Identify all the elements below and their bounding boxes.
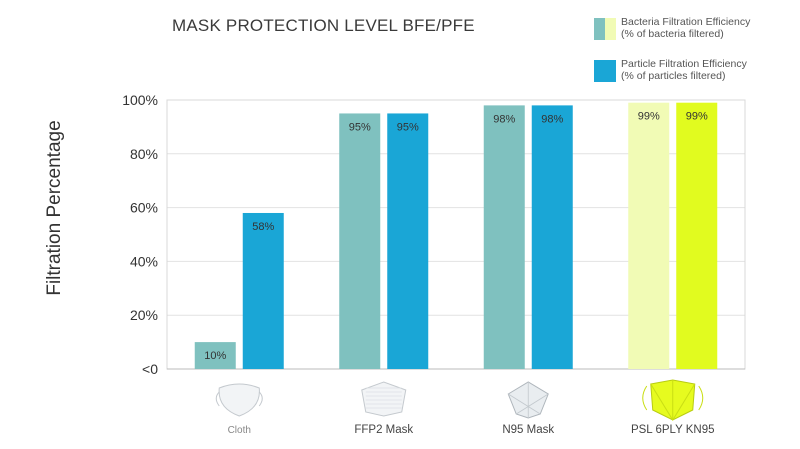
y-tick-label: 100% xyxy=(122,92,158,108)
y-tick-label: 40% xyxy=(130,253,158,269)
data-label: 95% xyxy=(349,121,371,133)
y-tick-label: 80% xyxy=(130,146,158,162)
bar-pfe xyxy=(676,102,718,369)
y-tick-label: 20% xyxy=(130,307,158,323)
data-label: 95% xyxy=(397,121,419,133)
x-tick-label: Cloth xyxy=(228,425,251,436)
x-tick-label: N95 Mask xyxy=(502,424,554,436)
y-tick-label: 60% xyxy=(130,200,158,216)
x-tick-label: PSL 6PLY KN95 xyxy=(631,424,715,436)
legend-sublabel-bfe: (% of bacteria filtered) xyxy=(621,28,724,40)
kn95-mask-icon xyxy=(642,379,704,421)
bar-pfe xyxy=(531,105,573,369)
ffp2-mask-icon xyxy=(361,381,407,417)
legend-label-pfe: Particle Filtration Efficiency xyxy=(621,58,747,70)
bar-pfe xyxy=(242,212,284,369)
data-label: 99% xyxy=(638,111,660,123)
data-label: 58% xyxy=(252,221,274,233)
legend-swatch-bfe xyxy=(594,18,616,40)
bar-pfe xyxy=(387,113,429,369)
data-label: 10% xyxy=(204,350,226,362)
y-tick-label: <0 xyxy=(142,361,158,377)
legend-swatch-pfe xyxy=(594,60,616,82)
x-tick-label: FFP2 Mask xyxy=(354,424,413,436)
chart-title: MASK PROTECTION LEVEL BFE/PFE xyxy=(172,16,475,35)
bar-bfe xyxy=(339,113,381,369)
cloth-mask-icon xyxy=(215,383,263,417)
data-label: 98% xyxy=(493,113,515,125)
legend-sublabel-pfe: (% of particles filtered) xyxy=(621,70,726,82)
legend-label-bfe: Bacteria Filtration Efficiency xyxy=(621,16,751,28)
data-label: 99% xyxy=(686,111,708,123)
bar-bfe xyxy=(483,105,525,369)
n95-mask-icon xyxy=(507,381,549,419)
bar-bfe xyxy=(628,102,670,369)
y-axis-label: Filtration Percentage xyxy=(44,120,65,296)
data-label: 98% xyxy=(541,113,563,125)
bar-bfe xyxy=(194,342,236,369)
